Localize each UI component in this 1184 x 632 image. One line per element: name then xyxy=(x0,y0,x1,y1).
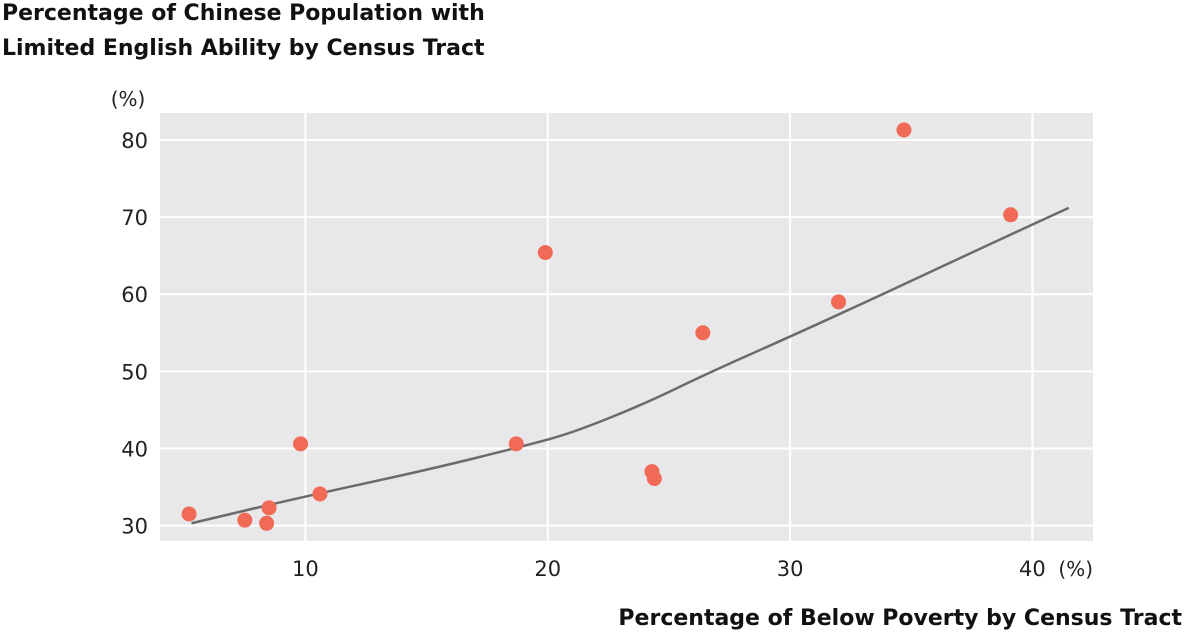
data-point xyxy=(537,245,553,261)
y-unit-label: (%) xyxy=(111,87,146,111)
plot-background xyxy=(160,113,1093,541)
y-tick-labels: 30 40 50 60 70 80 xyxy=(121,129,148,539)
trend-line xyxy=(191,206,1070,525)
data-point xyxy=(181,506,197,522)
y-tick-label: 30 xyxy=(121,515,148,539)
x-unit-label: (%) xyxy=(1058,557,1093,581)
data-points xyxy=(181,122,1019,531)
y-tick-label: 40 xyxy=(121,437,148,461)
data-point xyxy=(896,122,912,138)
data-point xyxy=(259,515,275,531)
x-tick-label: 40 xyxy=(1019,557,1046,581)
data-point xyxy=(831,294,847,310)
y-tick-label: 60 xyxy=(121,283,148,307)
data-point xyxy=(237,512,253,528)
y-tick-label: 50 xyxy=(121,360,148,384)
data-point xyxy=(293,436,309,452)
x-tick-label: 20 xyxy=(534,557,561,581)
x-tick-labels: 10 20 30 40 xyxy=(292,557,1046,581)
x-axis-label: Percentage of Below Poverty by Census Tr… xyxy=(618,606,1182,631)
data-point xyxy=(646,471,662,487)
chart-title-line-2: Limited English Ability by Census Tract xyxy=(2,36,485,61)
x-tick-label: 30 xyxy=(777,557,804,581)
chart-title-line-1: Percentage of Chinese Population with xyxy=(2,1,485,26)
gridlines xyxy=(160,113,1093,541)
data-point xyxy=(312,486,328,502)
data-point xyxy=(1003,207,1019,223)
y-tick-label: 80 xyxy=(121,129,148,153)
data-point xyxy=(695,325,711,341)
y-tick-label: 70 xyxy=(121,206,148,230)
x-tick-label: 10 xyxy=(292,557,319,581)
data-point xyxy=(508,436,524,452)
data-point xyxy=(261,500,277,516)
